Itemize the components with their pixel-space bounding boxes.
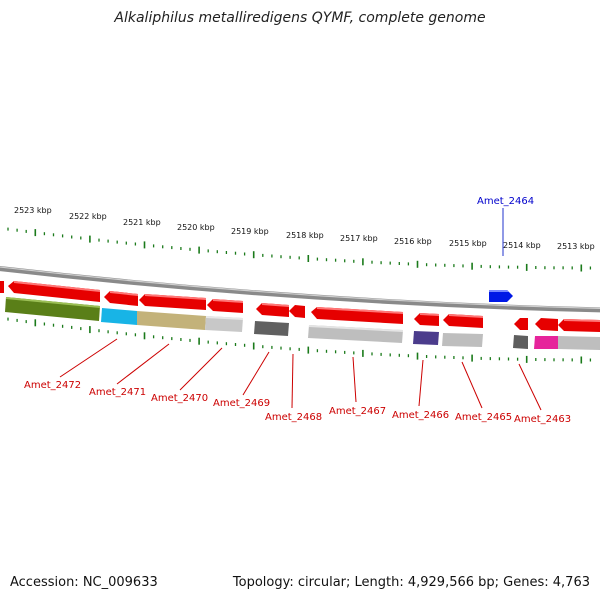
scale-label: 2519 kbp (231, 227, 269, 236)
scale-label: 2514 kbp (503, 241, 541, 250)
gene-amet-2464[interactable] (489, 290, 513, 302)
scale-label: 2521 kbp (123, 218, 161, 227)
scale-label: 2516 kbp (394, 237, 432, 246)
gene-arrow-amet-2466[interactable] (414, 313, 439, 326)
gene-arrow-shine (420, 313, 439, 316)
gene-label-amet-2465[interactable]: Amet_2465 (455, 412, 512, 423)
category-block-shine (6, 297, 100, 308)
gene-arrow-shine (449, 314, 483, 318)
leader-line (242, 351, 270, 396)
gene-labels: Amet_2464 Amet_2472 Amet_2471 Amet_2470 … (24, 196, 571, 425)
gene-arrow-amet-2465[interactable] (443, 314, 483, 328)
map-title: Alkaliphilus metalliredigens QYMF, compl… (114, 10, 486, 26)
category-block (413, 331, 439, 345)
leader-line (291, 353, 294, 409)
category-block (254, 321, 289, 336)
category-block (5, 297, 100, 321)
scale-label: 2515 kbp (449, 239, 487, 248)
category-blocks (5, 297, 600, 350)
category-block (101, 308, 137, 325)
gene-arrow-shine (489, 290, 509, 292)
leader-line (518, 363, 542, 411)
scale-label: 2520 kbp (177, 223, 215, 232)
scale-tick-marks (7, 227, 592, 272)
gene-arrow-amet-2468[interactable] (256, 303, 289, 317)
genome-stats-text: Topology: circular; Length: 4,929,566 bp… (232, 575, 590, 590)
gene-arrow-shine (213, 299, 243, 303)
gene-arrow-amet-2472[interactable] (8, 281, 100, 302)
gene-arrow[interactable] (489, 290, 513, 302)
category-block-shine (206, 316, 243, 320)
leader-line (352, 356, 357, 403)
gene-label-amet-2464[interactable]: Amet_2464 (477, 196, 534, 207)
category-block (558, 336, 600, 350)
gene-arrow-shine (262, 303, 289, 307)
gene-arrow-shine (317, 307, 403, 314)
gene-arrow-shine (564, 319, 600, 322)
gene-label-amet-2469[interactable]: Amet_2469 (213, 398, 270, 409)
gene-arrow-shine (14, 281, 100, 292)
scale-labels: 2523 kbp 2522 kbp 2521 kbp 2520 kbp 2519… (14, 206, 595, 251)
category-block (205, 316, 243, 332)
leader-line (116, 343, 170, 385)
gene-label-amet-2466[interactable]: Amet_2466 (392, 410, 449, 421)
gene-label-amet-2467[interactable]: Amet_2467 (329, 406, 386, 417)
genome-backbone (0, 266, 600, 313)
gene-label-amet-2472[interactable]: Amet_2472 (24, 380, 81, 391)
accession-text: Accession: NC_009633 (10, 575, 158, 590)
leader-line (59, 338, 118, 378)
gene-arrow-shine (110, 291, 138, 296)
scale-label: 2518 kbp (286, 231, 324, 240)
category-block (513, 335, 528, 349)
gene-label-amet-2468[interactable]: Amet_2468 (265, 412, 322, 423)
genome-backbone-highlight (0, 266, 600, 309)
scale-label: 2517 kbp (340, 234, 378, 243)
gene-arrow[interactable] (535, 318, 558, 331)
reverse-gene-arrows (0, 281, 600, 332)
leader-line (418, 359, 424, 407)
gene-arrow-amet-2469[interactable] (207, 299, 243, 313)
gene-arrow[interactable] (289, 305, 305, 318)
gene-label-amet-2470[interactable]: Amet_2470 (151, 393, 208, 404)
gene-label-amet-2463[interactable]: Amet_2463 (514, 414, 571, 425)
leader-lines (59, 208, 542, 411)
category-block (137, 311, 206, 330)
leader-line (179, 347, 223, 391)
leader-line (461, 361, 483, 409)
gene-arrow[interactable] (0, 281, 4, 293)
scale-label: 2523 kbp (14, 206, 52, 215)
category-block-shine (309, 325, 403, 332)
category-block (442, 333, 483, 347)
gene-arrow-shine (145, 294, 206, 300)
gene-arrow-amet-2463[interactable] (514, 318, 528, 330)
scale-label: 2522 kbp (69, 212, 107, 221)
gene-arrow[interactable] (558, 319, 600, 332)
category-block (534, 336, 558, 349)
scale-label: 2513 kbp (557, 242, 595, 251)
inner-tick-track (7, 317, 592, 364)
gene-label-amet-2471[interactable]: Amet_2471 (89, 387, 146, 398)
